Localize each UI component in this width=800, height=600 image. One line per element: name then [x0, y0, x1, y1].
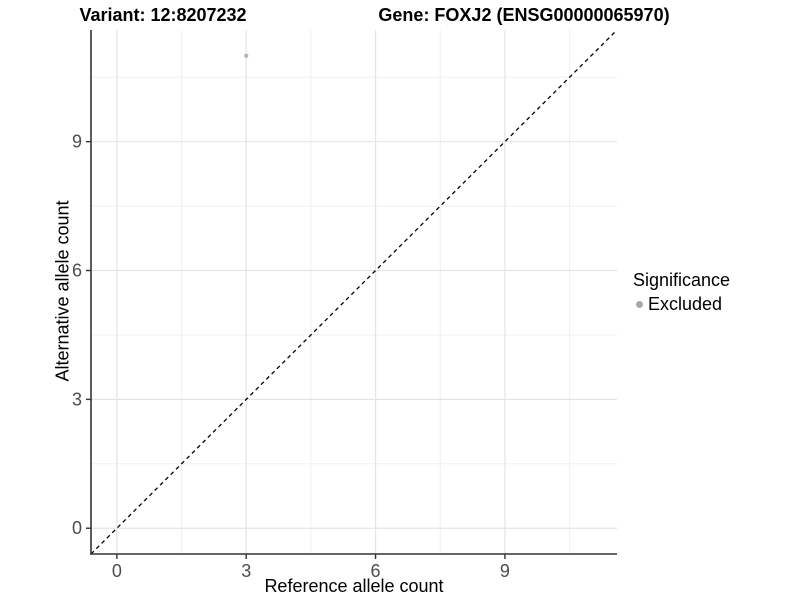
y-tick-label: 6	[72, 261, 82, 281]
y-axis-title: Alternative allele count	[52, 200, 73, 382]
legend-title: Significance	[633, 270, 731, 290]
y-tick-label: 3	[72, 389, 82, 409]
legend: Significance Excluded	[633, 270, 730, 315]
legend-entry-label: Excluded	[648, 294, 723, 314]
variant-title: Variant: 12:8207232	[79, 5, 247, 25]
legend-entry: Excluded	[633, 294, 730, 315]
y-tick-label: 0	[72, 518, 82, 538]
identity-line	[90, 29, 618, 555]
x-tick-label: 6	[371, 561, 381, 581]
x-tick-label: 9	[500, 561, 510, 581]
y-tick-label: 9	[72, 132, 82, 152]
x-tick-label: 0	[112, 561, 122, 581]
gene-title: Gene: FOXJ2 (ENSG00000065970)	[378, 5, 670, 25]
data-point	[244, 53, 249, 58]
x-tick-label: 3	[241, 561, 251, 581]
legend-point-icon	[636, 301, 643, 308]
x-axis-title: Reference allele count	[264, 576, 444, 596]
